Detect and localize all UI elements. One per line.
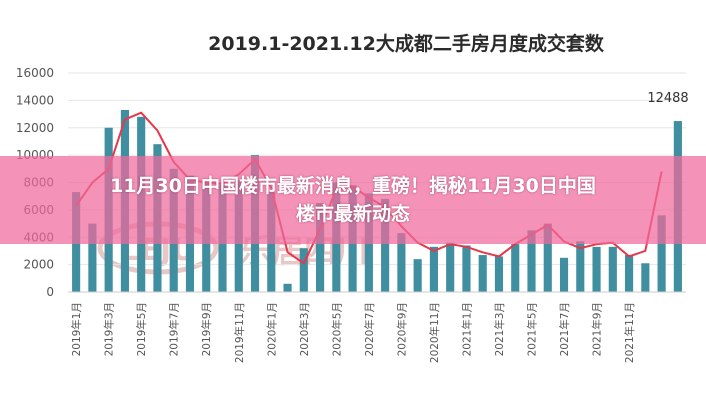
x-tick-label: 2021年11月	[623, 302, 636, 363]
x-tick-label: 2020年5月	[330, 302, 343, 356]
x-tick-label: 2021年5月	[526, 302, 539, 356]
bar	[608, 246, 617, 292]
x-tick-label: 2019年11月	[233, 302, 246, 363]
bar	[283, 283, 292, 292]
bar	[429, 246, 438, 292]
bar	[413, 259, 422, 292]
headline-line-1: 11月30日中国楼市最新消息，重磅！揭秘11月30日中国	[110, 175, 596, 197]
bar	[592, 246, 601, 292]
headline-line-2: 楼市最新动态	[295, 203, 410, 225]
x-tick-label: 2019年1月	[70, 302, 83, 356]
x-tick-label: 2019年9月	[200, 302, 213, 356]
bar	[625, 255, 634, 292]
bar	[657, 215, 666, 292]
y-tick-label: 14000	[16, 93, 54, 107]
y-tick-label: 2000	[23, 258, 54, 272]
x-tick-label: 2020年11月	[428, 302, 441, 363]
x-axis: 2019年1月 2019年3月 2019年5月 2019年7月 2019年9月 2019年…	[70, 302, 636, 363]
bar	[478, 255, 487, 292]
x-tick-label: 2021年1月	[460, 302, 473, 356]
x-tick-label: 2019年7月	[168, 302, 181, 356]
x-tick-label: 2020年7月	[363, 302, 376, 356]
x-tick-label: 2021年7月	[558, 302, 571, 356]
bar	[88, 223, 97, 292]
x-tick-label: 2021年3月	[493, 302, 506, 356]
bar	[641, 263, 650, 292]
chart-title: 2019.1-2021.12大成都二手房月度成交套数	[208, 32, 605, 55]
x-tick-label: 2019年3月	[103, 302, 116, 356]
bar	[381, 198, 390, 292]
bar	[559, 257, 569, 292]
x-tick-label: 2019年5月	[135, 302, 148, 356]
bar	[576, 241, 585, 292]
headline-banner: 11月30日中国楼市最新消息，重磅！揭秘11月30日中国 楼市最新动态	[0, 156, 706, 244]
x-tick-label: 2021年9月	[591, 302, 604, 356]
data-labels: 12488	[647, 91, 688, 106]
x-tick-label: 2020年1月	[265, 302, 278, 356]
data-label: 12488	[647, 91, 688, 106]
bar	[494, 256, 504, 292]
bar	[543, 223, 552, 292]
bar	[511, 244, 520, 292]
x-tick-label: 2020年9月	[395, 302, 408, 356]
bar	[527, 230, 536, 292]
x-tick-label: 2020年3月	[298, 302, 311, 356]
bar	[462, 245, 471, 292]
bar	[446, 242, 455, 292]
y-tick-label: 12000	[16, 121, 54, 135]
bar	[316, 203, 325, 292]
y-tick-label: 0	[46, 285, 54, 299]
bar	[397, 233, 406, 292]
bar	[299, 248, 308, 292]
y-tick-label: 16000	[16, 66, 54, 80]
